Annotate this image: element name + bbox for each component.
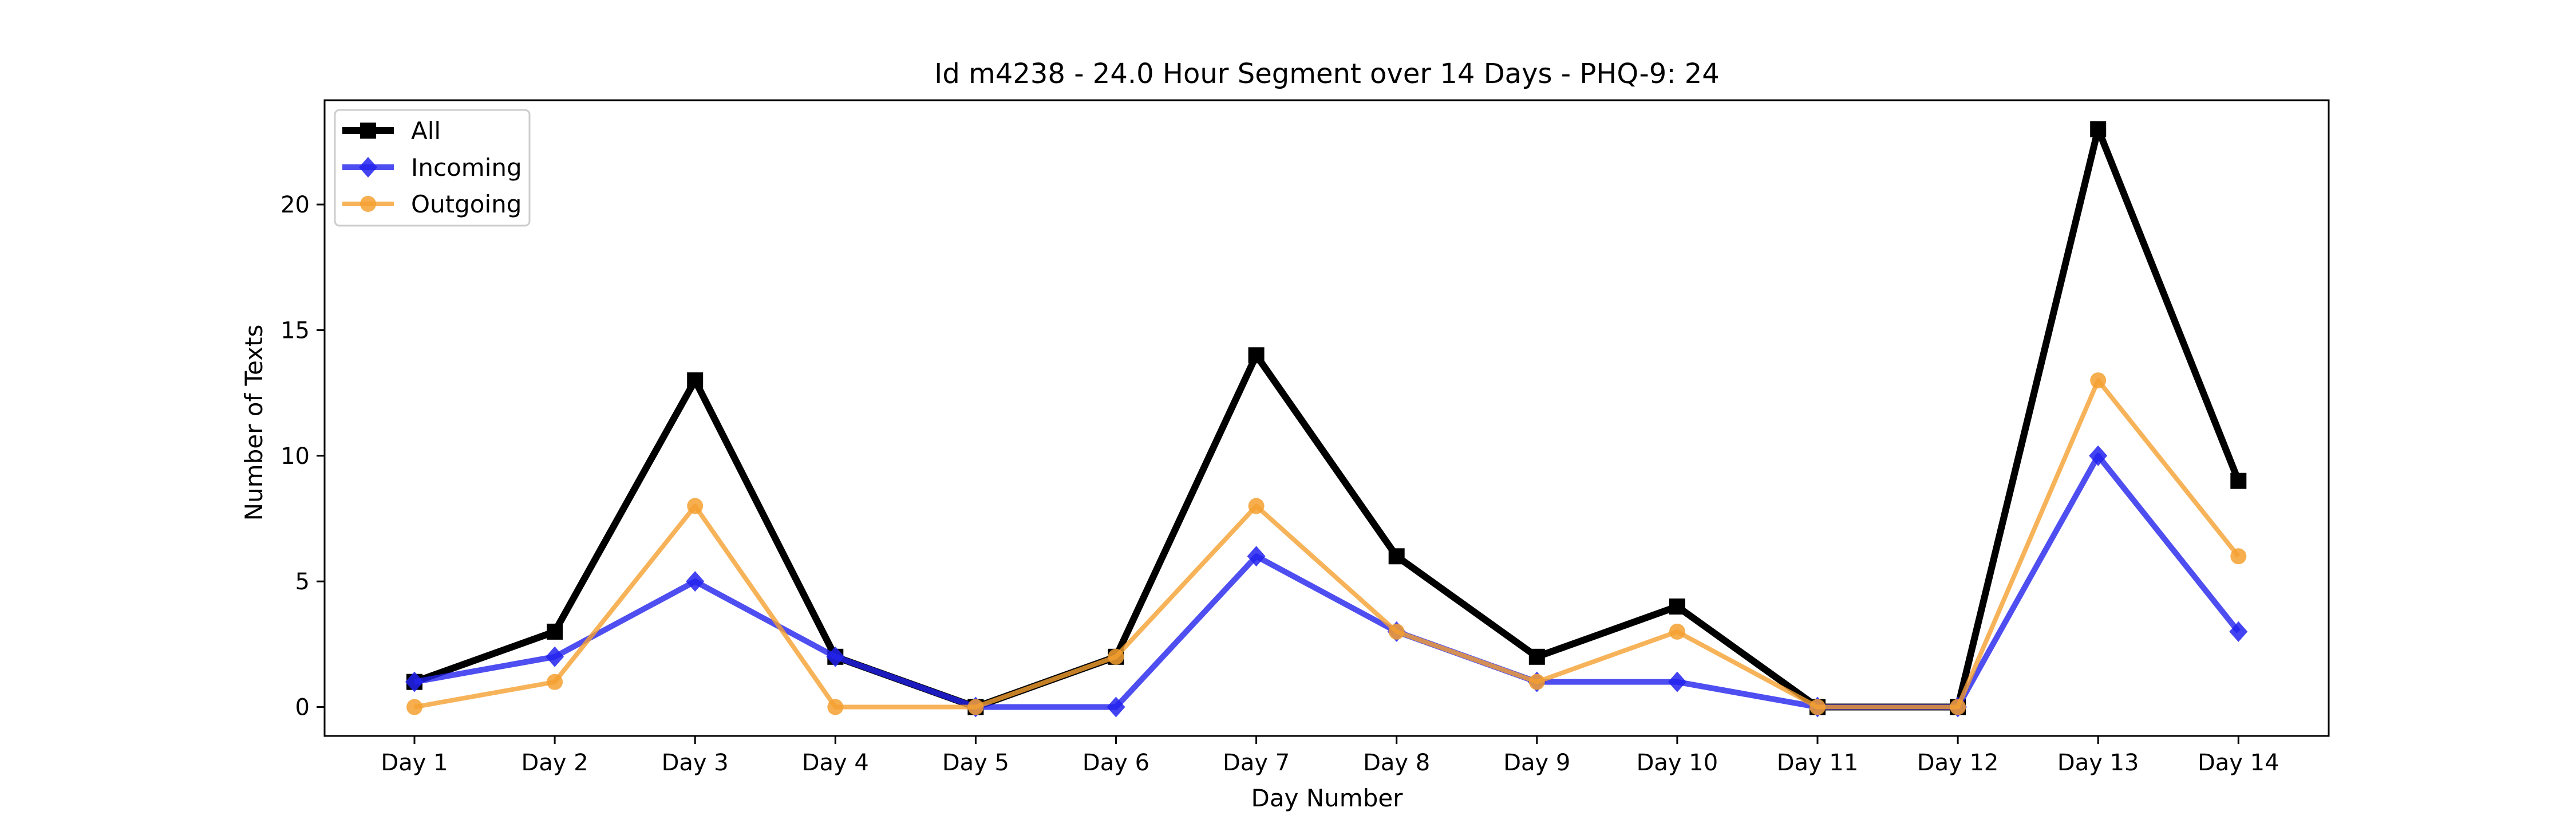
y-tick-label: 5 <box>295 569 310 595</box>
legend: All Incoming Outgoing <box>334 109 531 227</box>
x-tick-label: Day 14 <box>2198 750 2279 776</box>
series-layer <box>405 121 2248 718</box>
data-point-all <box>547 623 563 640</box>
series-all <box>406 121 2247 715</box>
data-point-all <box>1388 548 1405 565</box>
x-tick-label: Day 13 <box>2057 750 2139 776</box>
chart-title: Id m4238 - 24.0 Hour Segment over 14 Day… <box>934 58 1720 90</box>
data-point-outgoing <box>967 699 984 715</box>
data-point-outgoing <box>687 498 704 514</box>
x-tick-label: Day 4 <box>802 750 869 776</box>
legend-box <box>334 109 531 227</box>
legend-marker-outgoing <box>360 196 376 212</box>
plot-frame <box>323 99 2330 737</box>
data-point-all <box>2090 121 2107 137</box>
data-point-outgoing <box>1108 648 1124 665</box>
x-tick-label: Day 8 <box>1363 750 1430 776</box>
y-tick-label: 15 <box>280 317 310 344</box>
data-point-outgoing <box>827 699 844 715</box>
series-outgoing <box>406 372 2247 715</box>
data-point-outgoing <box>547 674 563 690</box>
x-tick-label: Day 2 <box>521 750 588 776</box>
legend-label-outgoing: Outgoing <box>411 190 521 218</box>
series-line-all <box>413 125 2242 711</box>
data-point-incoming <box>826 646 845 667</box>
data-point-all <box>1669 598 1685 615</box>
data-point-incoming <box>1247 546 1266 567</box>
data-point-incoming <box>2089 445 2108 466</box>
x-tick-label: Day 10 <box>1637 750 1718 776</box>
data-point-outgoing <box>1528 674 1545 690</box>
legend-marker-all <box>360 123 376 139</box>
y-axis-label: Number of Texts <box>240 325 268 521</box>
data-point-all <box>1248 347 1265 364</box>
data-point-all <box>2230 472 2247 489</box>
data-point-all <box>687 372 704 389</box>
y-tick-label: 10 <box>280 443 310 470</box>
data-point-outgoing <box>2230 548 2247 565</box>
y-tick-label: 20 <box>280 192 310 218</box>
x-tick-label: Day 1 <box>381 750 448 776</box>
data-point-outgoing <box>1248 498 1265 514</box>
data-point-incoming <box>405 671 424 692</box>
x-tick-label: Day 7 <box>1223 750 1290 776</box>
data-point-outgoing <box>1388 623 1405 640</box>
series-line-outgoing <box>414 378 2241 710</box>
x-tick-label: Day 3 <box>662 750 729 776</box>
data-point-outgoing <box>2090 372 2107 389</box>
legend-label-all: All <box>411 117 441 145</box>
data-point-incoming <box>546 646 564 667</box>
data-point-all <box>1528 648 1545 665</box>
x-axis-label: Day Number <box>1251 784 1403 812</box>
x-tick-label: Day 12 <box>1917 750 1999 776</box>
data-point-incoming <box>1668 671 1686 692</box>
x-tick-label: Day 9 <box>1503 750 1570 776</box>
x-tick-label: Day 6 <box>1082 750 1149 776</box>
data-point-outgoing <box>1809 699 1826 715</box>
data-point-outgoing <box>406 699 422 715</box>
x-tick-label: Day 5 <box>942 750 1009 776</box>
data-point-incoming <box>2229 621 2248 642</box>
legend-marker-incoming <box>359 157 377 178</box>
x-tick-label: Day 11 <box>1777 750 1859 776</box>
data-point-incoming <box>686 571 705 592</box>
axis-ticks: Day 1 Day 2 Day 3 Day 4 Day 5 Day 6 Day 7 Day 8… <box>280 192 2279 776</box>
y-tick-label: 0 <box>295 695 310 721</box>
data-point-outgoing <box>1669 623 1685 640</box>
data-point-outgoing <box>1950 699 1966 715</box>
data-point-incoming <box>1107 696 1125 718</box>
legend-label-incoming: Incoming <box>411 153 522 182</box>
